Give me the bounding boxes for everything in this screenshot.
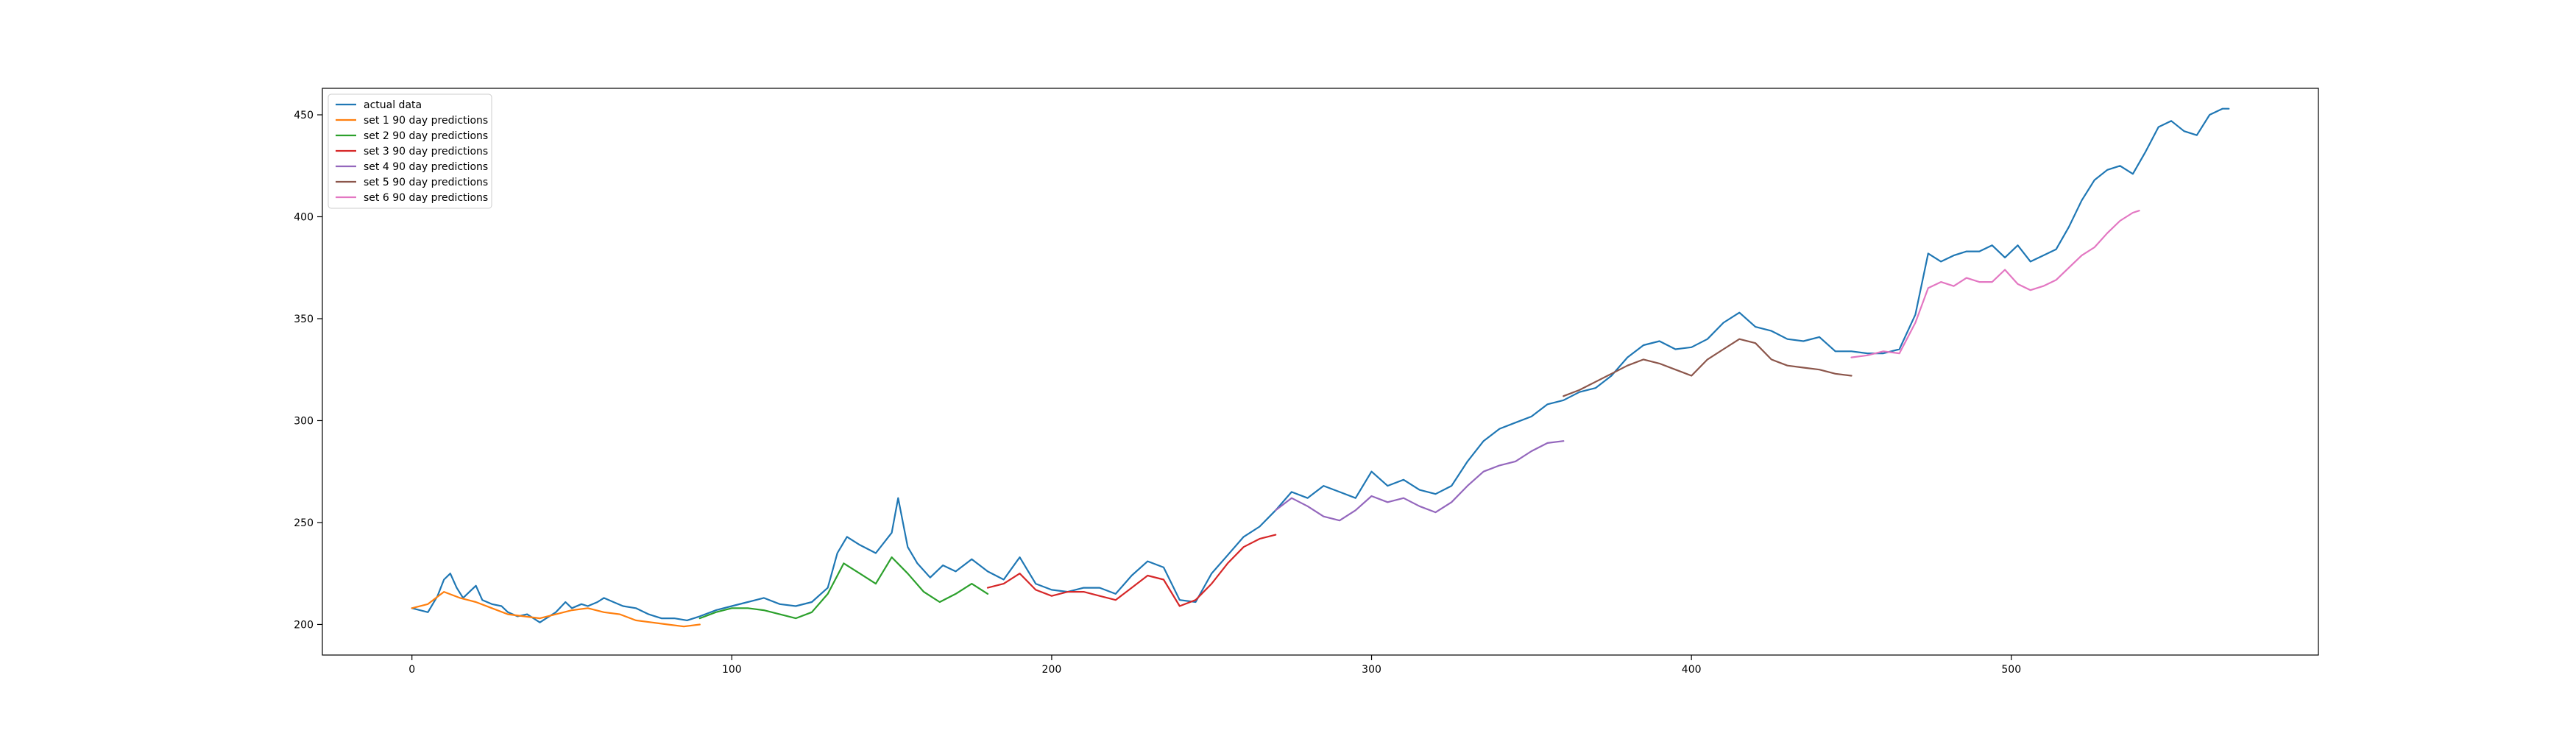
legend-label: set 4 90 day predictions xyxy=(364,161,488,173)
series-line-3 xyxy=(698,556,989,620)
legend-label: set 5 90 day predictions xyxy=(364,177,488,188)
y-tick-label: 450 xyxy=(294,110,314,121)
y-tick-label: 350 xyxy=(294,314,314,325)
y-axis: 200 250 300 350 400 450 xyxy=(294,110,322,631)
legend-label: set 3 90 day predictions xyxy=(364,146,488,158)
legend-label: set 6 90 day predictions xyxy=(364,192,488,204)
series-line-6 xyxy=(1563,338,1853,397)
x-tick-label: 400 xyxy=(1682,664,1702,676)
y-tick-label: 300 xyxy=(294,415,314,427)
legend-label: set 2 90 day predictions xyxy=(364,130,488,142)
y-tick-label: 250 xyxy=(294,517,314,529)
axes-frame xyxy=(322,88,2319,656)
legend-label: actual data xyxy=(364,99,422,111)
series-line-1 xyxy=(411,107,2230,623)
series-line-2 xyxy=(411,591,701,628)
x-tick-label: 0 xyxy=(408,664,415,676)
series-line-4 xyxy=(986,534,1277,607)
x-axis: 0 100 200 300 400 500 xyxy=(408,655,2021,676)
series-line-7 xyxy=(1850,210,2140,358)
legend: actual data set 1 90 day predictions set 2… xyxy=(328,93,492,209)
series-layer xyxy=(411,107,2230,628)
series-line-5 xyxy=(1275,440,1565,522)
y-tick-label: 200 xyxy=(294,619,314,631)
x-tick-label: 300 xyxy=(1362,664,1381,676)
legend-box xyxy=(328,93,492,209)
legend-label: set 1 90 day predictions xyxy=(364,115,488,127)
y-tick-label: 400 xyxy=(294,211,314,223)
x-tick-label: 200 xyxy=(1042,664,1062,676)
x-tick-label: 100 xyxy=(722,664,742,676)
x-tick-label: 500 xyxy=(2001,664,2021,676)
